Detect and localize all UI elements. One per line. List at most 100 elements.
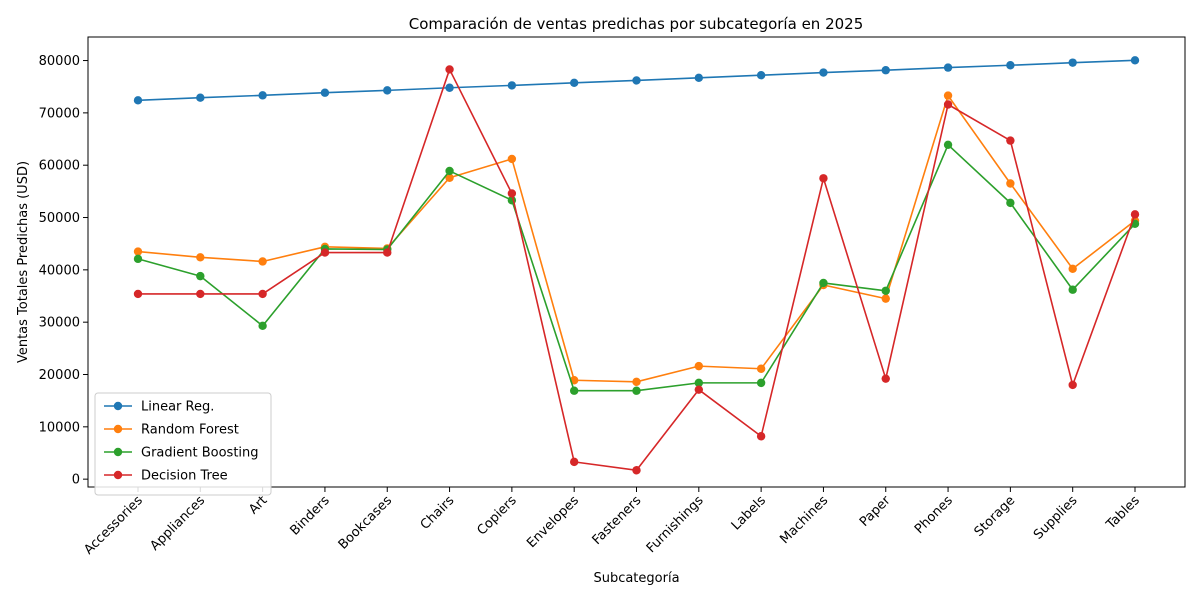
data-point [1006, 198, 1015, 208]
legend-item: Random Forest [104, 423, 239, 438]
data-point [258, 289, 267, 299]
data-point [756, 70, 766, 80]
data-point [1130, 56, 1140, 65]
x-tick-label: Bookcases [336, 493, 396, 553]
x-tick-label: Tables [1103, 493, 1143, 533]
series-line [137, 143, 1136, 392]
data-point [196, 289, 205, 299]
data-point [1068, 285, 1077, 294]
x-tick-label: Art [246, 493, 270, 517]
chart-title: Comparación de ventas predichas por subc… [409, 15, 864, 33]
data-point [133, 247, 143, 256]
data-point [694, 385, 704, 394]
data-point [756, 364, 766, 373]
data-point [258, 257, 267, 266]
data-point [881, 286, 890, 295]
data-point [881, 66, 890, 75]
data-point [507, 154, 517, 164]
x-tick-label: Accessories [81, 493, 146, 558]
data-point [569, 386, 579, 395]
data-point [1130, 210, 1140, 219]
series-random-forest [133, 91, 1140, 387]
data-point [507, 189, 517, 198]
x-tick-label: Fasteners [590, 493, 645, 548]
data-point [694, 73, 704, 83]
data-point [632, 76, 641, 85]
x-tick-label: Machines [777, 493, 831, 547]
y-tick-label: 0 [72, 473, 80, 488]
y-tick-label: 50000 [39, 211, 80, 226]
series-line [137, 94, 1136, 383]
data-point [1068, 380, 1077, 390]
y-tick-label: 80000 [39, 54, 80, 69]
data-point [196, 253, 205, 262]
series-decision-tree [133, 65, 1140, 475]
series-line [138, 68, 1136, 472]
y-tick-label: 60000 [39, 159, 80, 174]
data-point [133, 289, 143, 299]
legend-label: Decision Tree [141, 469, 228, 484]
data-point [756, 432, 766, 441]
data-point [507, 81, 517, 90]
x-tick-label: Paper [857, 493, 894, 530]
y-tick-label: 40000 [39, 263, 80, 278]
data-point [196, 93, 205, 102]
series-gradient-boosting [133, 140, 1140, 395]
data-point [569, 457, 579, 467]
x-axis: Accessories Appliances Art Binders Bookcases… [81, 487, 1143, 558]
legend-item: Gradient Boosting [104, 446, 259, 461]
data-point [694, 361, 704, 371]
legend-label: Linear Reg. [141, 400, 214, 415]
data-point [632, 386, 641, 395]
data-point [383, 86, 392, 95]
legend-item: Linear Reg. [104, 400, 214, 415]
data-point [1006, 136, 1015, 145]
data-point [1068, 264, 1077, 274]
data-point [196, 271, 205, 281]
x-tick-label: Phones [912, 493, 956, 537]
legend-label: Gradient Boosting [141, 446, 259, 461]
data-point [1006, 179, 1015, 188]
x-tick-label: Furnishings [644, 493, 707, 556]
x-tick-label: Envelopes [524, 493, 582, 551]
data-point [819, 174, 828, 183]
data-point [943, 100, 953, 109]
x-tick-label: Binders [287, 493, 333, 539]
data-point [445, 166, 454, 176]
data-point [881, 374, 890, 383]
data-point [569, 78, 579, 87]
x-tick-label: Storage [972, 493, 1019, 540]
data-point [445, 173, 454, 182]
data-point [1006, 61, 1015, 70]
series-lines [133, 56, 1140, 475]
y-axis-label: Ventas Totales Predichas (USD) [16, 161, 31, 363]
y-tick-label: 20000 [39, 368, 80, 383]
data-point [258, 91, 267, 100]
data-point [632, 377, 641, 387]
data-point [133, 96, 143, 105]
x-tick-label: Labels [729, 493, 769, 533]
x-tick-label: Appliances [148, 493, 209, 554]
data-point [445, 83, 454, 92]
x-tick-label: Chairs [418, 493, 458, 533]
data-point [943, 91, 953, 100]
data-point [632, 466, 641, 475]
y-tick-label: 30000 [39, 316, 80, 331]
data-point [819, 68, 828, 77]
data-point [756, 378, 766, 388]
y-tick-label: 70000 [39, 106, 80, 121]
data-point [445, 65, 454, 74]
legend-swatch-marker [113, 470, 123, 480]
y-tick-label: 10000 [39, 420, 80, 435]
data-point [320, 248, 330, 257]
data-point [383, 248, 392, 257]
legend-box [94, 392, 272, 496]
series-linear-reg [133, 56, 1140, 105]
x-tick-label: Copiers [474, 493, 519, 538]
data-point [881, 294, 890, 303]
legend: Linear Reg. Random Forest Gradient Boostin… [94, 392, 272, 496]
data-point [819, 278, 828, 288]
legend-item: Decision Tree [104, 469, 228, 484]
legend-swatch-marker [113, 447, 123, 457]
